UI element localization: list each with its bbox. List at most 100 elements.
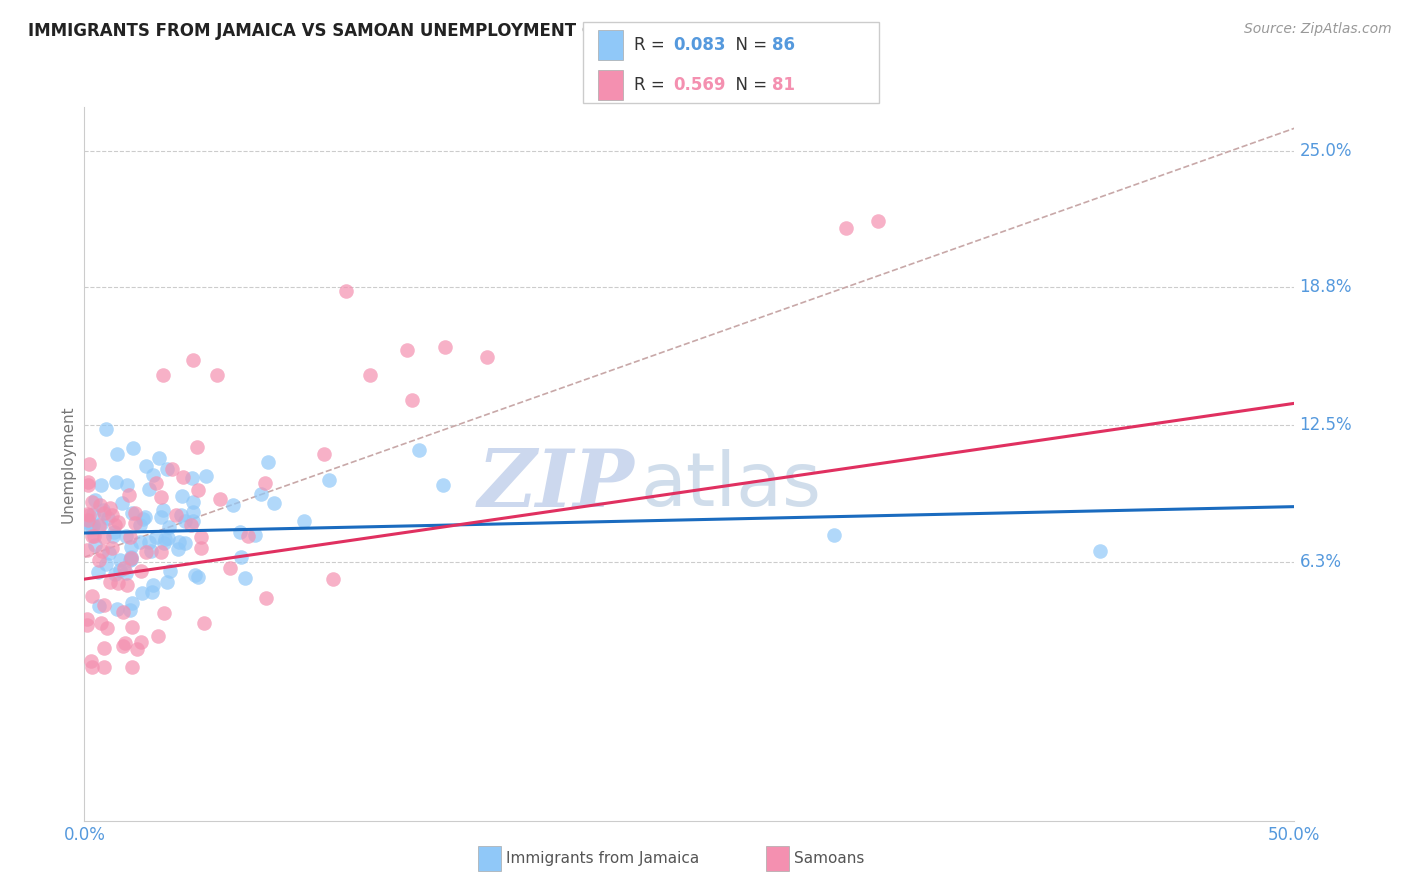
Point	[149, 490, 172, 504]
Point	[172, 489, 194, 503]
Point	[823, 528, 845, 542]
Point	[156, 575, 179, 590]
Point	[79, 508, 101, 522]
Point	[141, 585, 163, 599]
Point	[89, 519, 111, 533]
Point	[292, 514, 315, 528]
Point	[150, 545, 173, 559]
Point	[181, 515, 204, 529]
Point	[93, 640, 115, 655]
Point	[105, 601, 128, 615]
Point	[93, 530, 115, 544]
Text: ZIP: ZIP	[478, 447, 634, 524]
Point	[120, 552, 142, 566]
Point	[83, 529, 105, 543]
Point	[103, 524, 125, 539]
Point	[128, 535, 150, 549]
Point	[101, 508, 124, 522]
Text: 50.0%: 50.0%	[1267, 826, 1320, 844]
Point	[83, 538, 105, 552]
Point	[180, 518, 202, 533]
Point	[318, 474, 340, 488]
Point	[146, 629, 169, 643]
Point	[118, 530, 141, 544]
Point	[112, 561, 135, 575]
Text: 86: 86	[772, 36, 794, 54]
Point	[77, 513, 100, 527]
Point	[100, 574, 122, 589]
Point	[111, 495, 134, 509]
Point	[115, 529, 138, 543]
Point	[80, 520, 103, 534]
Point	[169, 534, 191, 549]
Point	[322, 572, 344, 586]
Point	[108, 552, 131, 566]
Point	[138, 482, 160, 496]
Point	[432, 478, 454, 492]
Point	[129, 517, 152, 532]
Point	[156, 461, 179, 475]
Point	[139, 544, 162, 558]
Point	[115, 578, 138, 592]
Y-axis label: Unemployment: Unemployment	[60, 405, 76, 523]
Point	[152, 503, 174, 517]
Point	[221, 499, 243, 513]
Point	[104, 518, 127, 533]
Text: 0.569: 0.569	[673, 76, 725, 94]
Point	[120, 551, 142, 566]
Point	[104, 567, 127, 582]
Point	[100, 541, 122, 556]
Text: 81: 81	[772, 76, 794, 94]
Point	[101, 529, 124, 543]
Point	[208, 491, 231, 506]
Point	[107, 515, 129, 529]
Point	[142, 577, 165, 591]
Point	[107, 576, 129, 591]
Point	[253, 475, 276, 490]
Text: 18.8%: 18.8%	[1299, 278, 1353, 296]
Point	[115, 566, 138, 581]
Point	[129, 564, 152, 578]
Point	[108, 563, 131, 577]
Point	[93, 598, 115, 612]
Point	[156, 531, 179, 545]
Point	[243, 528, 266, 542]
Point	[190, 541, 212, 555]
Point	[229, 525, 252, 540]
Point	[124, 506, 146, 520]
Text: 12.5%: 12.5%	[1299, 417, 1353, 434]
Point	[433, 340, 456, 354]
Point	[160, 462, 183, 476]
Point	[157, 520, 180, 534]
Text: 6.3%: 6.3%	[1299, 552, 1341, 571]
Text: atlas: atlas	[641, 449, 821, 522]
Point	[148, 450, 170, 465]
Point	[80, 654, 103, 668]
Point	[93, 660, 115, 674]
Point	[134, 509, 156, 524]
Point	[184, 567, 207, 582]
Point	[153, 532, 176, 546]
Point	[475, 350, 498, 364]
Text: IMMIGRANTS FROM JAMAICA VS SAMOAN UNEMPLOYMENT CORRELATION CHART: IMMIGRANTS FROM JAMAICA VS SAMOAN UNEMPL…	[28, 22, 782, 40]
Point	[76, 542, 98, 557]
Point	[82, 518, 104, 533]
Point	[236, 529, 259, 543]
Point	[97, 511, 120, 525]
Point	[93, 506, 115, 520]
Point	[174, 536, 197, 550]
Point	[187, 483, 209, 497]
Point	[312, 447, 335, 461]
Point	[76, 478, 98, 492]
Point	[97, 546, 120, 560]
Point	[84, 492, 107, 507]
Point	[89, 498, 111, 512]
Point	[135, 545, 157, 559]
Text: Source: ZipAtlas.com: Source: ZipAtlas.com	[1244, 22, 1392, 37]
Point	[82, 507, 104, 521]
Point	[121, 620, 143, 634]
Point	[79, 457, 101, 471]
Point	[195, 469, 218, 483]
Point	[76, 516, 98, 530]
Point	[190, 530, 212, 544]
